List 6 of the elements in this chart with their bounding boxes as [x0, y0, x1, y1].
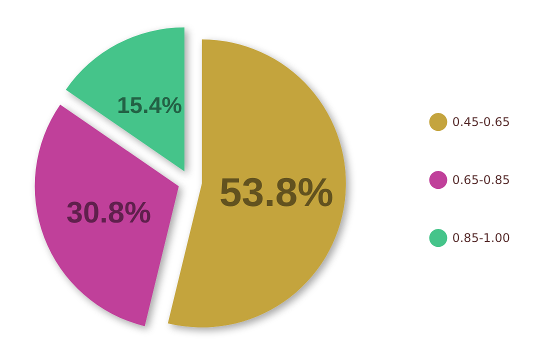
- data-label: 30.8%: [66, 196, 152, 230]
- legend-label: 0.85-1.00: [452, 231, 510, 245]
- data-label: 53.8%: [219, 170, 334, 215]
- legend-label: 0.65-0.85: [452, 173, 510, 187]
- data-label: 15.4%: [117, 92, 182, 118]
- legend-label: 0.45-0.65: [452, 115, 510, 129]
